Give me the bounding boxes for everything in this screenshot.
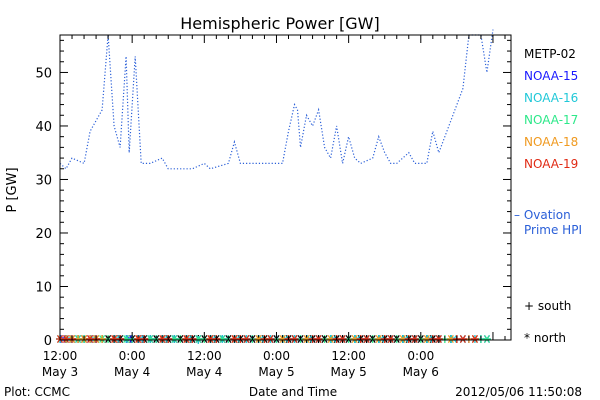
- y-tick-label: 30: [35, 173, 52, 188]
- noaa-19-north-point: [362, 335, 371, 343]
- noaa-19-north-point: [110, 335, 119, 343]
- marker-key-entry: + south: [524, 299, 571, 313]
- ovation-hpi-line: [59, 29, 494, 170]
- noaa-19-north-point: [386, 335, 395, 343]
- noaa-19-north-point: [266, 335, 275, 343]
- noaa-19-north-point: [182, 335, 191, 343]
- legend-entry: NOAA-18: [524, 135, 578, 149]
- x-tick-time-label: 0:00: [263, 349, 290, 363]
- y-tick-label: 10: [35, 280, 52, 295]
- x-tick-time-label: 12:00: [43, 349, 78, 363]
- plot-area-frame: [59, 34, 512, 341]
- footer-left: Plot: CCMC: [4, 385, 70, 399]
- legend-entry: METP-02: [524, 47, 576, 61]
- legend-entry: NOAA-16: [524, 91, 578, 105]
- x-tick-date-label: May 3: [42, 365, 78, 379]
- noaa-19-north-point: [338, 335, 347, 343]
- noaa-17-north-point: [482, 335, 491, 343]
- noaa-19-north-point: [62, 335, 71, 343]
- x-tick-date-label: May 4: [186, 365, 222, 379]
- noaa-19-north-point: [410, 335, 419, 343]
- y-tick-label: 0: [44, 334, 52, 349]
- footer-right: 2012/05/06 11:50:08: [455, 385, 582, 399]
- x-tick-time-label: 12:00: [331, 349, 366, 363]
- y-tick-label: 50: [35, 66, 52, 81]
- noaa-19-north-point: [470, 335, 479, 343]
- marker-key: + south * north: [524, 299, 571, 345]
- marker-key-entry: * north: [524, 331, 566, 345]
- legend-entry: NOAA-17: [524, 113, 578, 127]
- x-tick-date-label: May 5: [331, 365, 367, 379]
- noaa-19-north-point: [134, 335, 143, 343]
- ovation-legend-line2: Prime HPI: [524, 223, 582, 237]
- noaa-19-north-point: [290, 335, 299, 343]
- legend: METP-02 NOAA-15 NOAA-16 NOAA-17 NOAA-18 NOAA-…: [514, 47, 582, 237]
- x-tick-time-label: 0:00: [119, 349, 146, 363]
- chart-title: Hemispheric Power [GW]: [180, 14, 379, 33]
- ovation-legend-line1: – Ovation: [514, 208, 571, 222]
- x-tick-date-label: May 5: [258, 365, 294, 379]
- x-tick-time-label: 12:00: [187, 349, 222, 363]
- y-axis-label: P [GW]: [5, 167, 20, 212]
- noaa-19-north-point: [242, 335, 251, 343]
- noaa-19-north-point: [434, 335, 443, 343]
- legend-entry: NOAA-19: [524, 157, 578, 171]
- y-tick-label: 20: [35, 227, 52, 242]
- x-axis-label: Date and Time: [249, 385, 337, 399]
- noaa-19-north-point: [206, 335, 215, 343]
- noaa-19-north-point: [86, 335, 95, 343]
- ovation-hpi-layer: [59, 29, 494, 170]
- noaa-19-north-point: [458, 335, 467, 343]
- legend-entry: NOAA-15: [524, 69, 578, 83]
- noaa-19-north-point: [314, 335, 323, 343]
- axes-layer: 0 10 20 30 40 50 12:00 May 3 0:00 May 4 12:00 May 4…: [35, 35, 511, 379]
- x-tick-time-label: 0:00: [407, 349, 434, 363]
- x-tick-date-label: May 6: [403, 365, 439, 379]
- y-tick-label: 40: [35, 120, 52, 135]
- noaa-19-north-point: [158, 335, 167, 343]
- noaa-19-north-point: [230, 335, 239, 343]
- x-tick-date-label: May 4: [114, 365, 150, 379]
